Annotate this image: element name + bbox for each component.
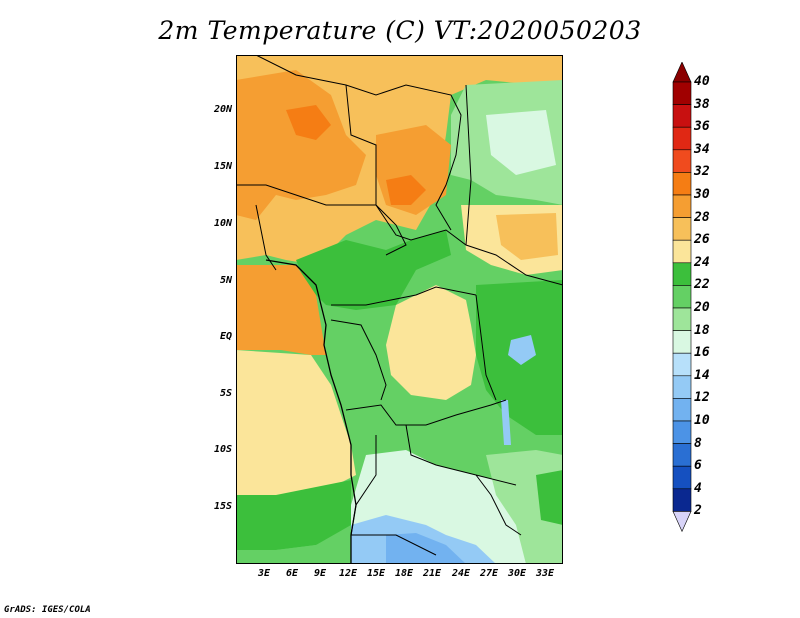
southeast-green	[536, 470, 563, 525]
hot-core-west	[286, 105, 331, 140]
lat-label-5n: 5N	[219, 275, 232, 286]
colorbar-label: 26	[694, 232, 710, 248]
colorbar-lower-arrow	[672, 511, 692, 533]
colorbar-swatch	[672, 465, 692, 490]
ocean-cool-south	[236, 535, 351, 564]
colorbar-label: 22	[694, 277, 710, 293]
lon-label-21e: 21E	[422, 568, 442, 579]
congo-warm	[386, 285, 476, 400]
grads-credit: GrADS: IGES/COLA	[4, 605, 91, 615]
very-hot-region-west	[236, 70, 366, 220]
lat-label-5s: 5S	[219, 388, 232, 399]
lon-label-18e: 18E	[394, 568, 414, 579]
green-band-sahel	[296, 230, 451, 310]
colorbar-label: 2	[694, 503, 702, 519]
lon-label-27e: 27E	[479, 568, 499, 579]
colorbar-swatch	[672, 443, 692, 467]
colorbar-label: 18	[694, 322, 710, 338]
colorbar-label: 8	[694, 435, 702, 451]
country-borders	[236, 55, 563, 556]
lon-label-24e: 24E	[451, 568, 471, 579]
colorbar-swatch	[672, 262, 692, 286]
lat-label-10s: 10S	[213, 444, 232, 455]
colorbar-label: 20	[694, 300, 710, 315]
map-border	[236, 55, 563, 564]
colorbar-label: 24	[694, 254, 710, 270]
ocean-warm-south	[236, 350, 356, 500]
colorbar-swatch	[672, 285, 692, 309]
colorbar-label: 28	[694, 209, 710, 225]
lon-label-15e: 15E	[366, 568, 386, 579]
hottest-core	[386, 175, 426, 205]
colorbar-swatch	[672, 488, 692, 512]
lat-label-eq: EQ	[219, 331, 232, 342]
colorbar-swatch	[672, 149, 692, 173]
lon-label-9e: 9E	[313, 568, 327, 579]
southern-cooler-blue	[386, 533, 466, 564]
temperature-map	[236, 55, 563, 564]
coastline	[265, 259, 357, 564]
ocean-warm-north	[236, 265, 326, 355]
colorbar-swatch	[672, 172, 692, 196]
colorbar-label: 40	[694, 74, 710, 89]
chart-title: 2m Temperature (C) VT:2020050203	[158, 16, 642, 45]
lat-label-10n: 10N	[213, 218, 232, 229]
colorbar-swatch	[672, 330, 692, 354]
colorbar-label: 36	[694, 119, 710, 135]
colorbar-label: 34	[694, 141, 710, 157]
colorbar-swatch	[672, 307, 692, 331]
ocean-south-band	[236, 480, 351, 550]
lat-label-15n: 15N	[213, 161, 232, 172]
colorbar-label: 10	[694, 413, 710, 428]
colorbar-swatch	[672, 217, 692, 241]
lon-label-33e: 33E	[535, 568, 555, 579]
colorbar-label: 14	[694, 367, 710, 383]
colorbar-swatch	[672, 398, 692, 422]
colorbar-label: 30	[694, 187, 710, 202]
colorbar-label: 38	[694, 96, 710, 112]
colorbar-swatch	[672, 81, 692, 105]
colorbar-upper-arrow	[672, 62, 692, 83]
lat-label-20n: 20N	[213, 104, 232, 115]
temperature-colorbar	[672, 62, 692, 533]
colorbar-swatch	[672, 375, 692, 399]
colorbar-swatch	[672, 194, 692, 218]
colorbar-swatch	[672, 239, 692, 264]
colorbar-label: 6	[694, 458, 702, 474]
colorbar-swatch	[672, 352, 692, 377]
lon-label-12e: 12E	[338, 568, 358, 579]
lon-label-6e: 6E	[285, 568, 299, 579]
colorbar-swatch	[672, 104, 692, 128]
colorbar-swatch	[672, 126, 692, 151]
lake-tanganyika	[501, 400, 511, 445]
lon-label-3e: 3E	[257, 568, 271, 579]
cool-highlands-core	[486, 110, 556, 175]
colorbar-label: 32	[694, 164, 710, 180]
lon-label-30e: 30E	[507, 568, 527, 579]
colorbar-swatch	[672, 420, 692, 444]
colorbar-label: 16	[694, 345, 710, 361]
colorbar-label: 12	[694, 390, 710, 406]
colorbar-label: 4	[694, 480, 702, 496]
lat-label-15s: 15S	[213, 501, 232, 512]
warm-south-sudan-inner	[496, 213, 558, 260]
lake-victoria	[508, 335, 536, 365]
